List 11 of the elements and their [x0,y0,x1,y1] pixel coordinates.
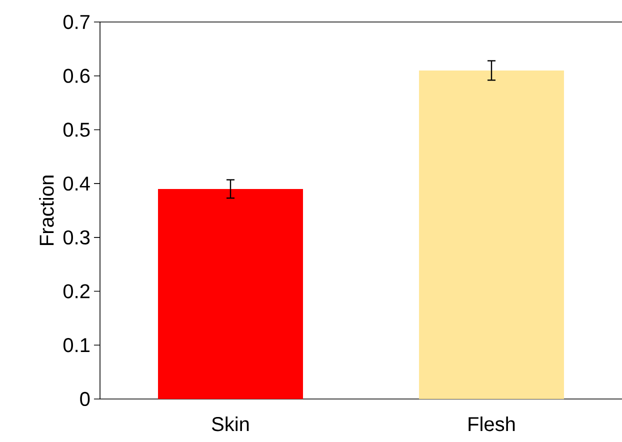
x-tick-label: Flesh [468,416,515,432]
y-axis-title: Fraction [39,176,54,245]
y-tick-label: 0.6 [63,68,90,83]
y-tick-label: 0.1 [63,338,90,352]
y-tick-label: 0.2 [63,284,90,298]
y-tick-label: 0.5 [63,122,90,137]
y-tick-label: 0 [80,392,90,406]
y-tick-label: 0.3 [63,230,90,244]
y-tick-label: 0.4 [63,176,90,191]
y-tick-label: 0.7 [63,14,90,30]
x-tick-label: Skin [212,416,249,432]
